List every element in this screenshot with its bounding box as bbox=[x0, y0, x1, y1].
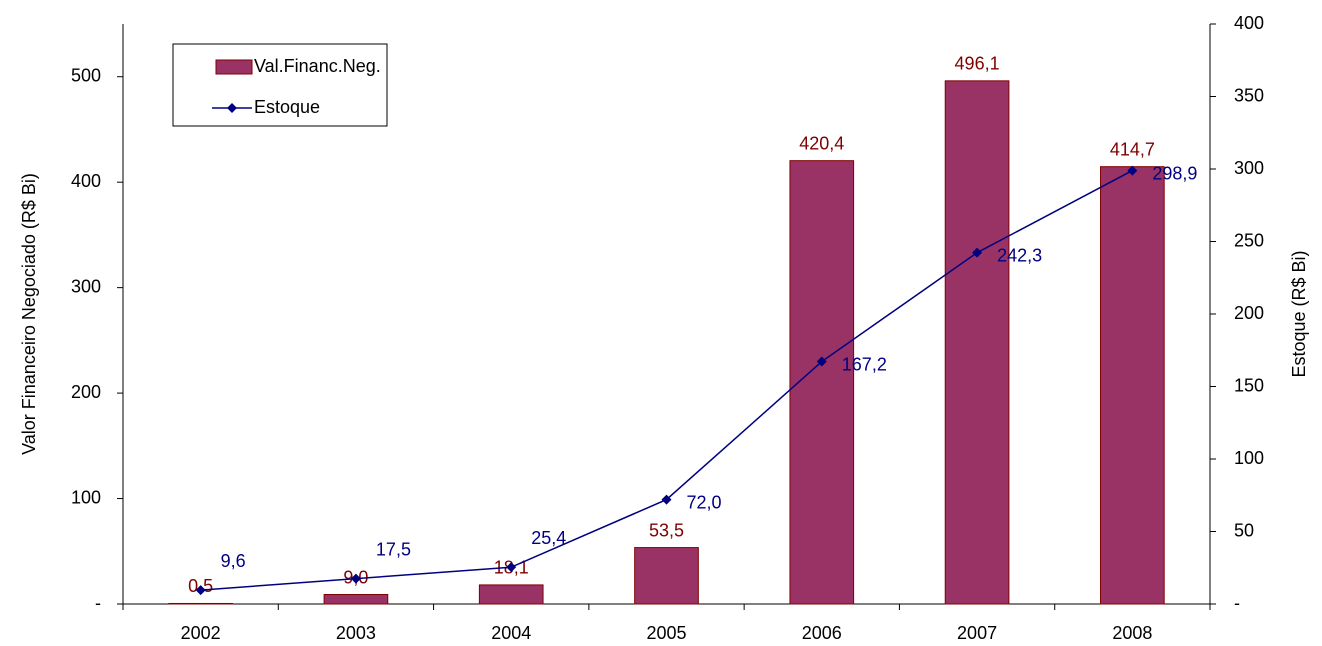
x-tick-label: 2008 bbox=[1112, 623, 1152, 643]
x-tick-label: 2004 bbox=[491, 623, 531, 643]
bar bbox=[168, 602, 233, 605]
line-value-label: 242,3 bbox=[997, 245, 1042, 265]
x-tick-label: 2002 bbox=[181, 623, 221, 643]
y-tick-label: 500 bbox=[71, 65, 101, 85]
bar bbox=[944, 80, 1010, 605]
y-tick-label: 400 bbox=[71, 171, 101, 191]
line-value-label: 298,9 bbox=[1152, 163, 1197, 183]
marker bbox=[195, 585, 206, 596]
marker bbox=[972, 247, 983, 258]
y-tick-label: 100 bbox=[71, 487, 101, 507]
x-tick-label: 2003 bbox=[336, 623, 376, 643]
y-tick-label: - bbox=[95, 593, 101, 613]
bar bbox=[323, 594, 389, 605]
y-tick-label: 200 bbox=[71, 382, 101, 402]
bar-value-label: 420,4 bbox=[799, 133, 844, 153]
legend-label: Estoque bbox=[254, 97, 320, 117]
y-axis-title: Valor Financeiro Negociado (R$ Bi) bbox=[19, 173, 39, 455]
bar-value-label: 53,5 bbox=[649, 520, 684, 540]
y2-tick-label: 250 bbox=[1234, 230, 1264, 250]
line-value-label: 72,0 bbox=[687, 492, 722, 512]
x-tick-label: 2007 bbox=[957, 623, 997, 643]
bar-value-label: 496,1 bbox=[955, 54, 1000, 74]
bar bbox=[1100, 166, 1165, 605]
y2-tick-label: 50 bbox=[1234, 520, 1254, 540]
x-tick-label: 2005 bbox=[646, 623, 686, 643]
line-value-label: 25,4 bbox=[531, 528, 566, 548]
line-value-label: 9,6 bbox=[221, 551, 246, 571]
marker bbox=[350, 573, 361, 584]
y2-tick-label: 350 bbox=[1234, 85, 1264, 105]
y2-tick-label: 300 bbox=[1234, 158, 1264, 178]
legend-marker bbox=[227, 103, 237, 113]
bar bbox=[478, 584, 544, 605]
bar bbox=[634, 547, 699, 605]
y2-tick-label: 100 bbox=[1234, 448, 1264, 468]
line-value-label: 17,5 bbox=[376, 539, 411, 559]
marker bbox=[506, 562, 517, 573]
legend-label: Val.Financ.Neg. bbox=[254, 56, 381, 76]
bar bbox=[789, 160, 855, 605]
bar-value-label: 414,7 bbox=[1110, 139, 1155, 159]
y2-tick-label: 400 bbox=[1234, 13, 1264, 33]
y2-tick-label: 150 bbox=[1234, 375, 1264, 395]
y-tick-label: 300 bbox=[71, 276, 101, 296]
legend-box bbox=[172, 43, 388, 127]
line-value-label: 167,2 bbox=[842, 354, 887, 374]
marker bbox=[661, 494, 672, 505]
y2-axis-title: Estoque (R$ Bi) bbox=[1289, 250, 1309, 377]
y2-tick-label: - bbox=[1234, 593, 1240, 613]
marker bbox=[816, 356, 827, 367]
marker bbox=[1127, 165, 1138, 176]
y2-tick-label: 200 bbox=[1234, 303, 1264, 323]
legend-swatch bbox=[215, 59, 253, 75]
x-tick-label: 2006 bbox=[802, 623, 842, 643]
